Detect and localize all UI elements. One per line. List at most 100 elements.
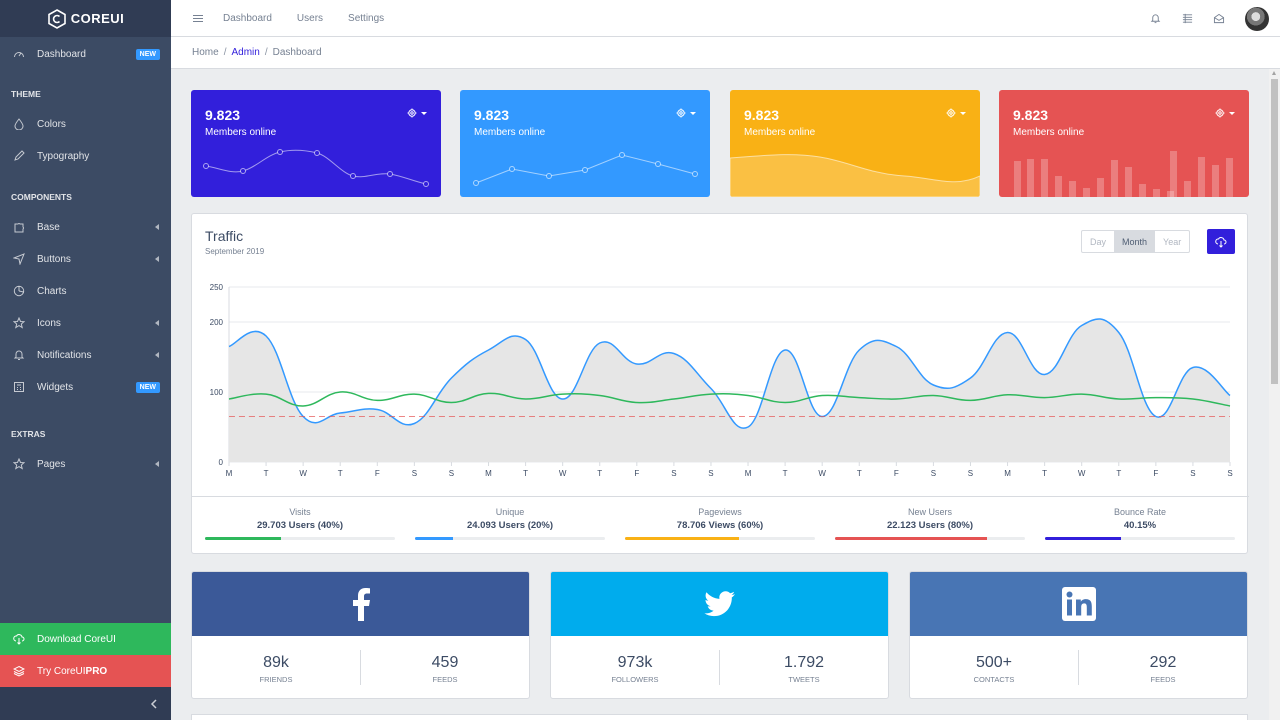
footer-stat-new-users: New Users 22.123 Users (80%) <box>835 497 1025 540</box>
section-title-components: COMPONENTS <box>11 192 72 202</box>
traffic-footer: Visits 29.703 Users (40%) Unique 24.093 … <box>192 496 1249 555</box>
sidebar-minimizer[interactable] <box>0 687 171 720</box>
download-coreui-button[interactable]: Download CoreUI <box>0 623 171 655</box>
try-coreui-pro-button[interactable]: Try CoreUI PRO <box>0 655 171 687</box>
sidebar-item-icons[interactable]: Icons <box>0 307 171 339</box>
progress-bar <box>1045 537 1235 540</box>
brand-logo[interactable]: COREUI <box>0 0 171 37</box>
cursor-icon <box>12 252 26 266</box>
linkedin-icon <box>1061 587 1096 621</box>
period-year-button[interactable]: Year <box>1163 236 1182 247</box>
sidebar-item-notifications[interactable]: Notifications <box>0 339 171 371</box>
stat-caption: Members online <box>205 127 277 138</box>
download-label: Download CoreUI <box>37 633 116 645</box>
brand-name: COREUI <box>70 11 125 26</box>
x-tick-label: M <box>1004 469 1011 478</box>
layers-icon <box>12 665 26 677</box>
sidebar-item-widgets[interactable]: Widgets NEW <box>0 371 171 403</box>
sidebar-item-dashboard[interactable]: Dashboard NEW <box>0 38 171 70</box>
cloud-download-icon <box>1215 236 1227 248</box>
x-tick-label: T <box>523 469 528 478</box>
breadcrumb-separator: / <box>223 47 227 58</box>
social-count-label: FOLLOWERS <box>611 675 659 684</box>
sidebar-item-charts[interactable]: Charts <box>0 275 171 307</box>
stat-value: 9.823 <box>474 107 510 123</box>
footer-stat-value: 29.703 Users (40%) <box>256 520 344 531</box>
download-button[interactable] <box>1207 229 1235 254</box>
stat-value: 9.823 <box>744 107 780 123</box>
social-card-facebook: 89k FRIENDS 459 FEEDS <box>191 571 530 699</box>
sidebar-item-typography[interactable]: Typography <box>0 140 171 172</box>
sidebar-item-label: Dashboard <box>37 48 86 60</box>
x-tick-label: W <box>299 469 307 478</box>
footer-stat-value: 22.123 Users (80%) <box>886 520 974 531</box>
stat-card-members-4: 9.823 Members online <box>999 90 1249 197</box>
caret-down-icon <box>421 111 427 115</box>
page-scrollbar[interactable] <box>1269 69 1280 720</box>
chevron-left-icon <box>155 224 159 230</box>
menu-toggle-icon[interactable] <box>193 13 203 24</box>
scrollbar-thumb[interactable] <box>1271 79 1278 384</box>
coreui-logo-icon <box>47 8 66 29</box>
settings-dropdown[interactable] <box>676 108 696 118</box>
progress-bar <box>835 537 1025 540</box>
social-count-label: TWEETS <box>788 675 820 684</box>
settings-dropdown[interactable] <box>1215 108 1235 118</box>
breadcrumb-home[interactable]: Home <box>192 47 219 58</box>
sparkline-line-chart <box>203 149 429 187</box>
x-tick-label: M <box>226 469 233 478</box>
sidebar-item-colors[interactable]: Colors <box>0 108 171 140</box>
gear-icon <box>407 108 417 118</box>
y-tick-label: 250 <box>210 283 224 292</box>
stat-caption: Members online <box>474 127 546 138</box>
breadcrumb-separator: / <box>264 47 268 58</box>
progress-bar <box>205 537 395 540</box>
pro-label-suffix: PRO <box>85 665 108 677</box>
avatar[interactable] <box>1245 6 1269 31</box>
chevron-left-icon <box>155 352 159 358</box>
sidebar-item-pages[interactable]: Pages <box>0 448 171 480</box>
chart-pie-icon <box>12 284 26 298</box>
traffic-subtitle: September 2019 <box>205 247 265 256</box>
x-tick-label: F <box>375 469 380 478</box>
envelope-icon[interactable] <box>1212 12 1226 26</box>
header-link-users[interactable]: Users <box>296 12 324 24</box>
traffic-title: Traffic <box>205 228 244 244</box>
period-toggle: Day Month Year <box>1081 230 1191 253</box>
breadcrumb-admin[interactable]: Admin <box>231 47 260 58</box>
scroll-up-arrow[interactable] <box>1272 71 1276 75</box>
sidebar-item-base[interactable]: Base <box>0 211 171 243</box>
sidebar-item-buttons[interactable]: Buttons <box>0 243 171 275</box>
facebook-icon <box>352 588 370 621</box>
social-header <box>192 572 529 636</box>
stat-caption: Members online <box>1013 127 1085 138</box>
caret-down-icon <box>690 111 696 115</box>
x-tick-label: W <box>559 469 567 478</box>
chevron-left-icon <box>155 461 159 467</box>
header-link-settings[interactable]: Settings <box>348 12 385 24</box>
sidebar-item-label: Widgets <box>37 381 74 393</box>
x-tick-label: T <box>597 469 602 478</box>
footer-stat-pageviews: Pageviews 78.706 Views (60%) <box>625 497 815 540</box>
new-badge: NEW <box>135 381 160 393</box>
social-count: 1.792 <box>783 654 825 671</box>
header-link-dashboard[interactable]: Dashboard <box>223 12 272 24</box>
social-count: 89k <box>263 654 289 671</box>
sidebar-item-label: Base <box>37 221 60 233</box>
sparkline-bar-chart <box>1014 151 1233 197</box>
social-count-label: CONTACTS <box>973 675 1015 684</box>
settings-dropdown[interactable] <box>407 108 427 118</box>
gear-icon <box>676 108 686 118</box>
sparkline-line-chart <box>473 152 698 186</box>
period-month-button[interactable]: Month <box>1114 231 1156 252</box>
x-tick-label: T <box>783 469 788 478</box>
settings-dropdown[interactable] <box>946 108 966 118</box>
cloud-download-icon <box>12 633 26 645</box>
list-icon[interactable] <box>1180 12 1194 26</box>
period-day-button[interactable]: Day <box>1090 236 1107 247</box>
bell-icon <box>12 348 26 362</box>
gear-icon <box>1215 108 1225 118</box>
sparkline-area-chart <box>730 154 980 197</box>
bell-icon[interactable] <box>1148 12 1162 26</box>
stat-card-members-2: 9.823 Members online <box>460 90 710 197</box>
